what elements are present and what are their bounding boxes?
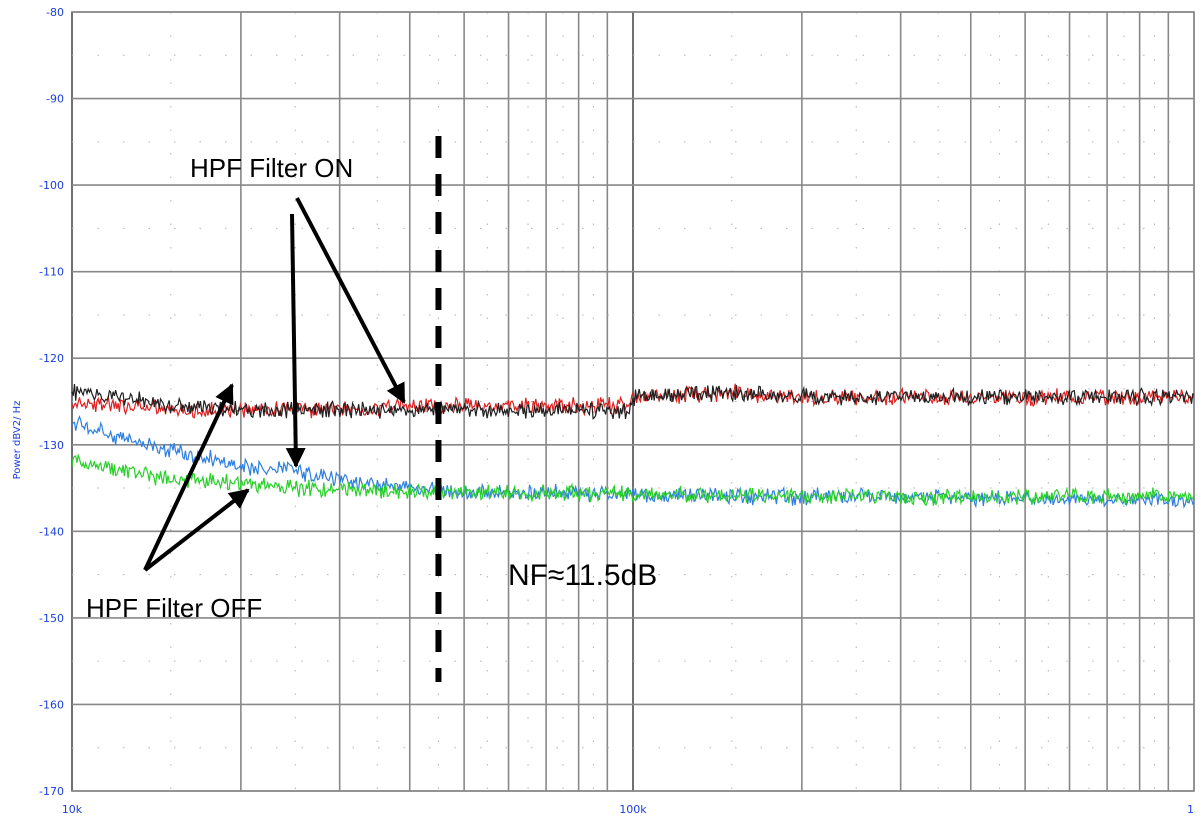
annotations: HPF Filter ON HPF Filter OFF NF≈11.5dB	[86, 136, 657, 682]
series-line-4	[71, 452, 1195, 507]
y-tick-label: -140	[39, 525, 64, 538]
y-axis-label: Power dBV2/ Hz	[12, 401, 23, 480]
annotation-arrow	[295, 197, 406, 404]
y-tick-label: -150	[39, 612, 64, 625]
y-tick-label: -80	[46, 6, 64, 19]
series-line-3	[71, 415, 1195, 509]
x-tick-label: 1	[1187, 803, 1194, 816]
x-tick-label: 10k	[62, 803, 83, 816]
y-tick-label: -90	[46, 93, 64, 106]
annotation-arrow	[143, 488, 250, 572]
hpf-on-label: HPF Filter ON	[190, 153, 353, 183]
y-tick-label: -130	[39, 439, 64, 452]
annotation-arrow	[143, 383, 234, 571]
y-tick-label: -160	[39, 698, 64, 711]
hpf-off-label: HPF Filter OFF	[86, 593, 262, 623]
y-tick-label: -100	[39, 179, 64, 192]
annotation-arrow	[285, 213, 306, 468]
y-tick-label: -110	[39, 266, 64, 279]
series-layer	[71, 383, 1195, 509]
nf-label: NF≈11.5dB	[508, 559, 657, 592]
series-line-2	[71, 384, 1195, 420]
y-tick-label: -120	[39, 352, 64, 365]
axes: Power dBV2/ Hz -80 -90 -100 -110 -120 -130 -14…	[12, 6, 1194, 816]
y-tick-label: -170	[39, 785, 64, 798]
x-tick-label: 100k	[619, 803, 647, 816]
